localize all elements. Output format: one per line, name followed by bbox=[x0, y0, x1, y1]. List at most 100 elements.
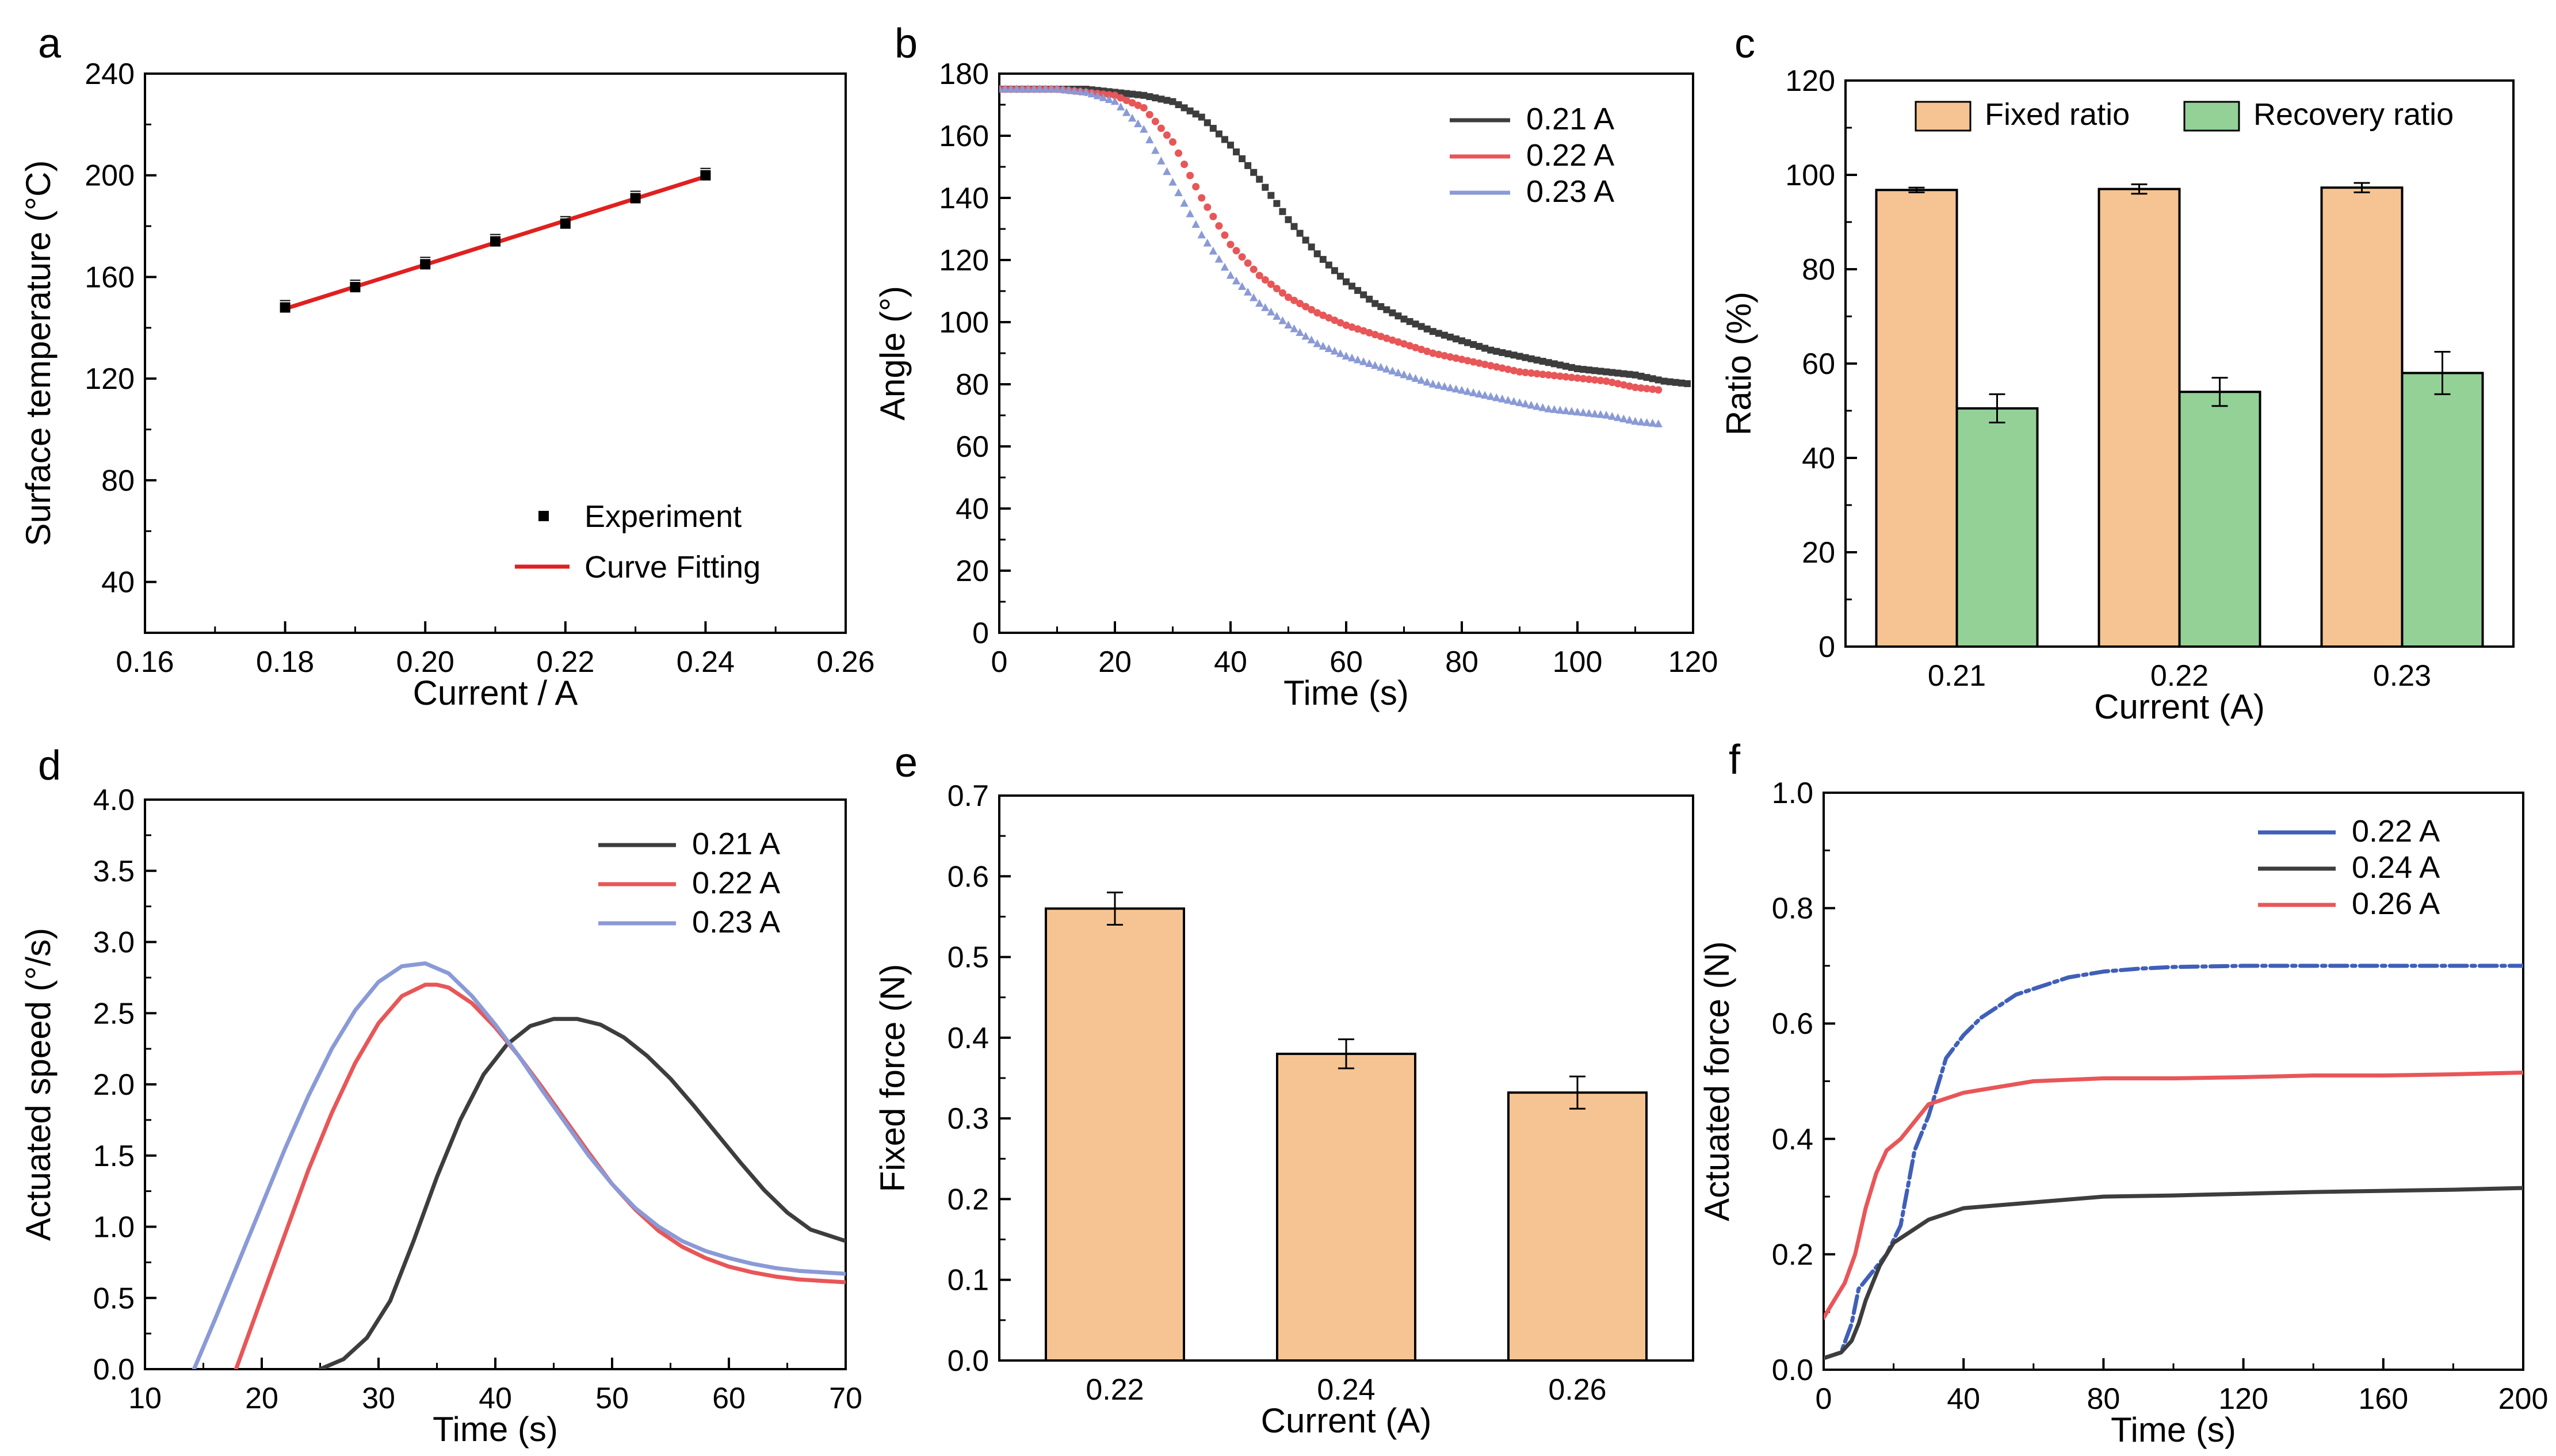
x-tick-label: 0.26 bbox=[1548, 1373, 1606, 1407]
data-point bbox=[1168, 178, 1177, 186]
y-tick-label: 20 bbox=[956, 555, 989, 588]
x-axis-title: Current (A) bbox=[1261, 1401, 1432, 1440]
bar bbox=[2097, 188, 2181, 648]
x-axis-title: Time (s) bbox=[433, 1410, 558, 1449]
data-point bbox=[1198, 113, 1205, 121]
data-point bbox=[1319, 255, 1327, 263]
y-tick-label: 1.0 bbox=[93, 1211, 135, 1244]
data-point bbox=[1428, 380, 1437, 388]
data-point bbox=[1342, 321, 1350, 329]
data-point bbox=[1573, 407, 1582, 416]
y-tick-label: 0.2 bbox=[1772, 1238, 1813, 1271]
x-tick-label: 0.24 bbox=[1317, 1373, 1375, 1407]
data-point bbox=[1145, 110, 1153, 119]
data-point bbox=[1302, 303, 1310, 311]
y-tick-label: 0 bbox=[1818, 630, 1835, 664]
data-point bbox=[1556, 361, 1564, 369]
data-point bbox=[1382, 365, 1391, 373]
data-point bbox=[1487, 346, 1495, 354]
bar bbox=[1507, 1091, 1648, 1362]
data-point bbox=[1347, 353, 1357, 362]
y-tick-label: 40 bbox=[956, 492, 989, 526]
data-point bbox=[1597, 368, 1604, 375]
data-point bbox=[1556, 372, 1564, 380]
data-point bbox=[1603, 368, 1610, 376]
data-point bbox=[1365, 359, 1374, 367]
data-point bbox=[1214, 254, 1224, 263]
data-point bbox=[1145, 135, 1154, 144]
data-point bbox=[1140, 104, 1148, 112]
data-point bbox=[560, 218, 571, 229]
data-point bbox=[1122, 108, 1131, 116]
data-point bbox=[1105, 91, 1113, 99]
bar bbox=[2401, 372, 2484, 648]
x-tick-label: 60 bbox=[1329, 645, 1363, 679]
y-tick-label: 0.8 bbox=[1772, 892, 1813, 926]
data-point bbox=[1325, 314, 1333, 322]
data-point bbox=[1324, 344, 1334, 353]
data-point bbox=[1631, 416, 1640, 425]
y-tick-label: 0.0 bbox=[947, 1344, 989, 1378]
y-tick-label: 0.4 bbox=[947, 1022, 989, 1055]
data-point bbox=[1406, 342, 1414, 350]
data-point bbox=[1655, 376, 1662, 384]
data-point bbox=[1134, 91, 1142, 98]
data-point bbox=[1209, 125, 1217, 132]
y-tick-label: 0.4 bbox=[1772, 1123, 1813, 1156]
x-tick-label: 20 bbox=[245, 1382, 278, 1415]
data-point bbox=[1366, 296, 1373, 303]
data-point bbox=[1308, 305, 1316, 314]
data-point bbox=[1197, 230, 1206, 239]
legend-label: 0.21 A bbox=[692, 827, 780, 861]
data-point bbox=[1365, 328, 1373, 337]
data-point bbox=[1186, 107, 1194, 114]
data-point bbox=[1169, 138, 1176, 146]
y-tick-label: 0.5 bbox=[93, 1282, 135, 1315]
x-tick-label: 0.22 bbox=[2150, 659, 2209, 693]
y-tick-label: 160 bbox=[939, 120, 989, 153]
data-point bbox=[1608, 379, 1616, 387]
data-point bbox=[1418, 323, 1425, 330]
data-point bbox=[1498, 394, 1507, 403]
data-point bbox=[1204, 203, 1212, 211]
data-point bbox=[1573, 374, 1581, 382]
data-point bbox=[1643, 374, 1650, 381]
data-point bbox=[1110, 97, 1120, 105]
data-point bbox=[1654, 419, 1663, 427]
data-point bbox=[1521, 399, 1530, 408]
data-point bbox=[1267, 192, 1275, 199]
y-tick-label: 20 bbox=[1802, 536, 1835, 570]
y-tick-label: 120 bbox=[85, 362, 135, 396]
data-point bbox=[1655, 386, 1663, 394]
data-point bbox=[1116, 102, 1125, 110]
y-axis-title: Ratio (%) bbox=[1720, 292, 1758, 435]
data-point bbox=[1527, 355, 1535, 362]
x-tick-label: 40 bbox=[1947, 1382, 1980, 1416]
data-point bbox=[1273, 200, 1281, 207]
data-point bbox=[1522, 354, 1529, 361]
data-point bbox=[1308, 243, 1315, 251]
data-point bbox=[1238, 253, 1246, 261]
y-tick-label: 100 bbox=[1785, 159, 1835, 192]
data-point bbox=[1400, 370, 1408, 379]
data-point bbox=[1255, 272, 1263, 280]
y-tick-label: 0.7 bbox=[947, 779, 989, 813]
x-axis-title: Current / A bbox=[413, 674, 578, 712]
data-point bbox=[1394, 338, 1402, 346]
data-point bbox=[1273, 312, 1281, 320]
data-point bbox=[1175, 101, 1182, 108]
data-point bbox=[1538, 403, 1547, 411]
data-point bbox=[1296, 328, 1304, 336]
data-point bbox=[1169, 98, 1176, 105]
data-point bbox=[999, 85, 1004, 93]
data-point bbox=[1041, 85, 1050, 93]
data-point bbox=[1024, 85, 1033, 93]
data-point bbox=[1180, 104, 1188, 112]
data-point bbox=[1157, 156, 1166, 165]
series-line bbox=[1824, 1186, 2523, 1361]
data-point bbox=[630, 193, 641, 204]
data-point bbox=[1435, 350, 1443, 358]
data-point bbox=[1163, 167, 1171, 175]
data-point bbox=[1584, 408, 1594, 417]
data-point bbox=[1441, 331, 1448, 339]
